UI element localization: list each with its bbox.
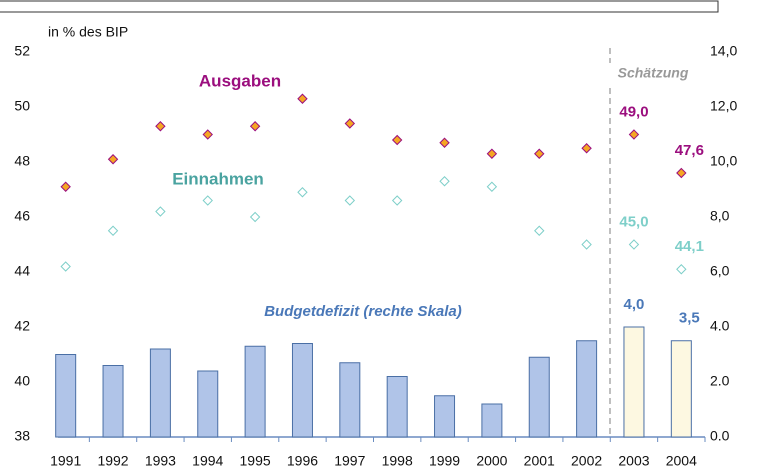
y-axis-label: in % des BIP [48,24,128,40]
y-tick-label: 50 [14,98,30,114]
bar [55,354,77,438]
x-tick-label: 1995 [240,453,271,468]
x-tick-label: 2001 [524,453,555,468]
marker [107,225,119,236]
marker [676,167,687,179]
y-tick-label: 38 [14,428,30,444]
x-tick-label: 1996 [287,453,318,468]
series-label: Ausgaben [199,71,281,90]
marker [676,264,687,275]
x-tick-label: 1994 [192,453,223,468]
value-label: 47,6 [675,142,704,159]
series-label: Einnahmen [172,169,264,188]
x-tick-label: 1993 [145,453,176,468]
x-tick-label: 2002 [571,453,602,468]
bar [670,340,692,438]
marker [202,195,213,206]
marker [249,121,261,132]
y-tick-label: 46 [14,208,30,224]
x-tick-label: 1998 [382,453,413,468]
y2-tick-label: 6,0 [710,263,730,279]
marker [155,121,166,132]
marker [534,148,545,159]
marker [391,134,403,146]
x-tick-label: 2000 [476,453,507,468]
marker [60,181,71,192]
y2-tick-label: 8,0 [710,208,730,224]
y-tick-label: 40 [14,373,30,389]
value-label: 44,1 [675,238,704,255]
marker [344,118,356,129]
marker [534,225,545,236]
x-tick-label: 2004 [666,453,697,468]
series-label: Budgetdefizit (rechte Skala) [264,303,462,320]
value-label: 45,0 [619,213,648,230]
y2-tick-label: 0.0 [710,428,730,444]
annotation: Schätzung [618,65,689,81]
marker [486,181,498,192]
bar [528,356,550,438]
marker [297,93,308,104]
x-tick-label: 1999 [429,453,460,468]
annotation-box [606,63,700,85]
y-tick-label: 52 [14,43,30,59]
marker [60,261,71,272]
bar [623,326,645,438]
bar [244,345,266,438]
marker [155,206,166,217]
value-label: 4,0 [624,296,645,313]
marker [249,211,261,223]
y2-tick-label: 12,0 [710,98,737,114]
y2-tick-label: 4.0 [710,318,730,334]
marker [581,239,592,250]
x-tick-label: 1997 [334,453,365,468]
y2-tick-label: 2.0 [710,373,730,389]
header-box [0,0,719,13]
marker [439,176,450,187]
bar [481,403,503,438]
x-tick-label: 1991 [50,453,81,468]
bar [197,370,219,438]
marker [391,195,403,206]
value-label: 3,5 [679,310,700,327]
y2-tick-label: 10,0 [710,153,737,169]
marker [297,187,308,198]
bar [339,362,361,438]
marker [628,239,640,250]
y2-tick-label: 14,0 [710,43,737,59]
bar [576,340,598,438]
y-tick-label: 48 [14,153,30,169]
marker [202,129,213,140]
bar [149,348,171,438]
bar [102,365,124,438]
marker [439,137,450,148]
marker [107,154,119,165]
marker [628,129,640,140]
value-label: 49,0 [619,103,648,120]
y-tick-label: 42 [14,318,30,334]
y-tick-label: 44 [14,263,30,279]
marker [344,195,356,206]
x-tick-label: 2003 [618,453,649,468]
marker [486,148,498,159]
bar [386,376,408,438]
marker [581,143,592,154]
bar [434,395,456,438]
bar [291,343,313,438]
x-tick-label: 1992 [97,453,128,468]
